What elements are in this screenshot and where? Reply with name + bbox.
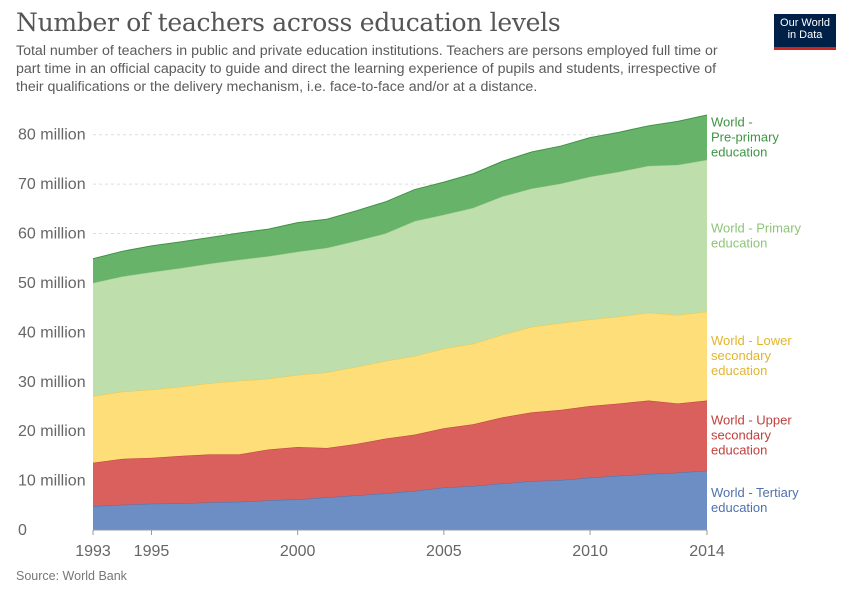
area-series [92,114,708,530]
logo-line-2: in Data [787,29,823,41]
series-label-lower_secondary: World - Lower secondary education [711,333,792,378]
series-label-upper_secondary: World - Upper secondary education [711,413,792,458]
y-tick-label: 80 million [18,127,86,144]
series-label-primary: World - Primary education [711,220,802,250]
y-axis-labels: 0 10 million 20 million 30 million 40 millio… [18,127,86,539]
area-pre_primary[interactable] [93,114,707,283]
y-tick-label: 70 million [18,176,86,193]
y-tick-label: 60 million [18,226,86,243]
area-tertiary[interactable] [93,470,707,530]
y-tick-label: 40 million [18,324,86,341]
owid-logo[interactable]: Our World in Data [774,14,836,50]
x-tick-label: 2014 [689,543,725,560]
chart-subtitle: Total number of teachers in public and p… [16,43,718,95]
x-tick-label: 1993 [75,543,111,560]
area-upper_secondary[interactable] [93,400,707,507]
y-tick-label: 30 million [18,374,86,391]
y-tick-label: 50 million [18,275,86,292]
y-tick-label: 10 million [18,473,86,490]
y-tick-label: 0 [18,522,27,539]
x-tick-label: 2010 [572,543,608,560]
x-tick-label: 1995 [134,543,170,560]
logo-line-1: Our World [780,17,830,29]
series-labels: World - Tertiary education World - Upper se… [711,114,802,514]
x-tick-label: 2005 [426,543,462,560]
chart-title: Number of teachers across education leve… [16,8,561,37]
area-edge-pre_primary [92,114,708,260]
series-label-pre_primary: World - Pre-primary education [711,114,779,159]
source-note[interactable]: Source: World Bank [16,569,127,583]
x-axis: 1993 1995 2000 2005 2010 2014 [75,529,725,560]
area-primary[interactable] [93,159,707,397]
series-label-tertiary: World - Tertiary education [711,485,799,515]
x-tick-label: 2000 [280,543,316,560]
area-lower_secondary[interactable] [93,311,707,463]
y-tick-label: 20 million [18,423,86,440]
